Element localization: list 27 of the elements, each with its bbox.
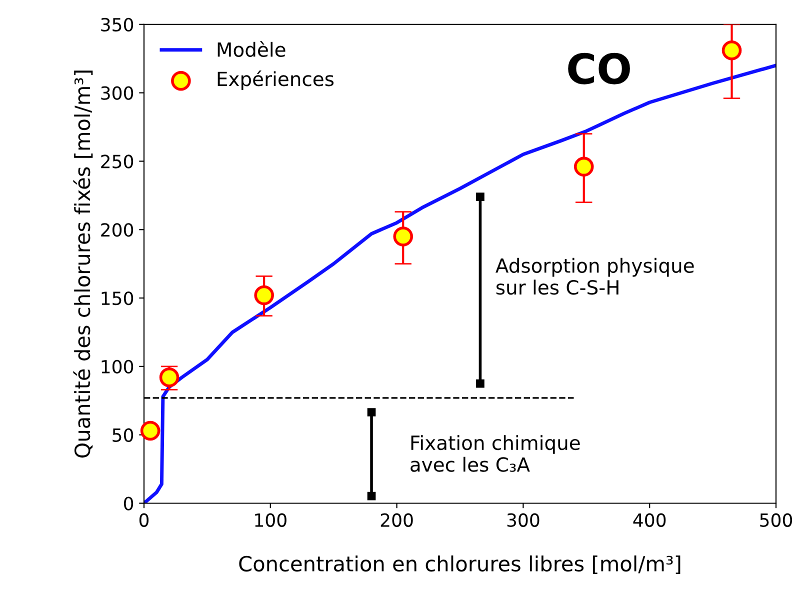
point [159,367,180,388]
point [574,156,594,177]
legend-label: Expériences [218,70,334,90]
x-tick-label: 200 [380,513,413,527]
point [393,226,414,246]
x-tick-label: 300 [507,513,540,527]
point [140,420,160,441]
x-tick-label: 0 [139,513,149,527]
y-tick-label: 300 [101,86,134,100]
y-tick-label: 350 [101,18,134,32]
text: CO [568,52,630,84]
y-tick-label: 100 [102,360,134,374]
x-tick-label: 500 [760,513,792,527]
annotation: Adsorption physique sur les C-S-H [496,258,694,295]
point [254,285,274,306]
x-tick-label: 400 [633,513,666,527]
y-tick-label: 250 [101,154,134,168]
x-axis-title: Concentration en chlorures libres [mol/m³] [239,555,680,574]
y-tick-label: 50 [112,428,134,442]
point [722,40,742,60]
y-tick-label: 150 [102,291,134,306]
y-tick-label: 0 [124,496,134,510]
y-axis-title: Quantité des chlorures fixés [mol/m³] [73,70,93,458]
x-tick-label: 100 [255,513,286,527]
y-tick-label: 200 [101,223,134,237]
annotation: Fixation chimique avec les C₃A [410,435,580,472]
legend-label: Modèle [218,41,286,57]
